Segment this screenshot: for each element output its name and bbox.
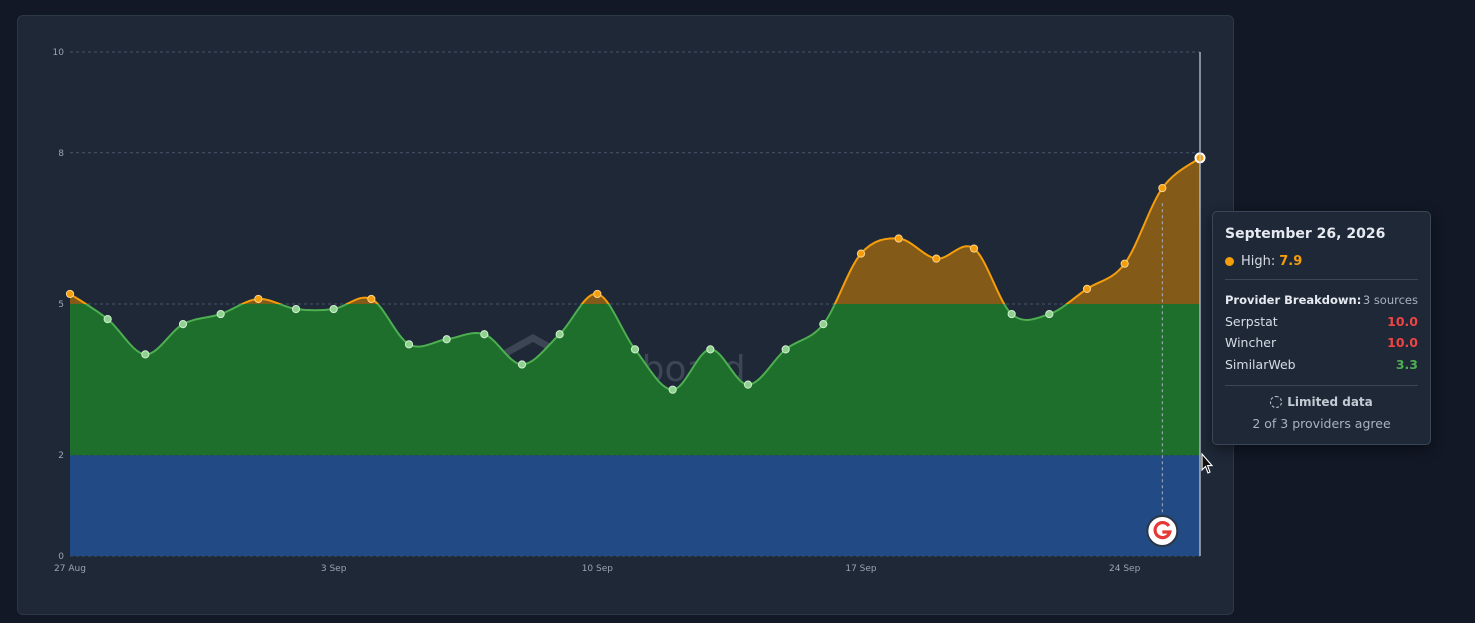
data-point[interactable] bbox=[1120, 259, 1129, 268]
band-0 bbox=[70, 455, 1200, 556]
data-point[interactable] bbox=[894, 234, 903, 243]
mouse-cursor-icon bbox=[1201, 452, 1214, 474]
data-point[interactable] bbox=[291, 304, 301, 314]
tooltip-high-label: High: bbox=[1241, 254, 1276, 269]
y-tick-label: 8 bbox=[58, 149, 64, 159]
breakdown-count: 3 sources bbox=[1362, 292, 1418, 307]
x-tick-label: 10 Sep bbox=[582, 564, 614, 574]
high-dot-icon bbox=[1225, 257, 1234, 266]
data-tooltip: September 26, 2026 High: 7.9 Provider Br… bbox=[1212, 211, 1431, 445]
data-point[interactable] bbox=[819, 320, 828, 329]
data-point[interactable] bbox=[1007, 309, 1016, 319]
dashed-circle-icon bbox=[1270, 396, 1283, 408]
tooltip-date: September 26, 2026 bbox=[1225, 226, 1386, 242]
data-point[interactable] bbox=[329, 304, 338, 314]
data-point[interactable] bbox=[141, 350, 150, 359]
data-point[interactable] bbox=[593, 289, 602, 299]
data-point[interactable] bbox=[630, 345, 640, 354]
g-letter bbox=[1153, 521, 1172, 540]
data-point[interactable] bbox=[216, 309, 225, 319]
y-tick-label: 2 bbox=[58, 451, 64, 461]
band-1 bbox=[70, 304, 1200, 456]
provider-row: SimilarWeb 3.3 bbox=[1225, 354, 1418, 376]
divider bbox=[1225, 279, 1418, 280]
y-tick-label: 5 bbox=[58, 300, 64, 310]
data-point[interactable] bbox=[404, 340, 414, 349]
tooltip-high-value: 7.9 bbox=[1279, 254, 1303, 269]
provider-name: Wincher bbox=[1225, 335, 1277, 351]
provider-row: Wincher 10.0 bbox=[1225, 332, 1418, 354]
data-point[interactable] bbox=[1158, 183, 1167, 193]
limited-data-label: Limited data bbox=[1287, 395, 1373, 409]
provider-value: 3.3 bbox=[1395, 356, 1418, 372]
band-2 bbox=[70, 157, 1200, 304]
data-point[interactable] bbox=[743, 380, 753, 389]
data-point[interactable] bbox=[442, 335, 451, 344]
data-point[interactable] bbox=[103, 315, 112, 324]
data-point[interactable] bbox=[480, 330, 489, 339]
data-point[interactable] bbox=[517, 360, 527, 369]
data-point[interactable] bbox=[178, 320, 188, 329]
provider-value: 10.0 bbox=[1387, 313, 1418, 329]
divider bbox=[1225, 385, 1418, 386]
limited-data-row: Limited data bbox=[1225, 395, 1418, 409]
y-tick-label: 0 bbox=[58, 552, 64, 562]
data-point[interactable] bbox=[65, 289, 75, 299]
breakdown-header: Provider Breakdown: 3 sources bbox=[1225, 289, 1418, 311]
x-tick-label: 24 Sep bbox=[1109, 564, 1141, 574]
data-point[interactable] bbox=[668, 385, 677, 394]
x-tick-label: 3 Sep bbox=[321, 564, 347, 574]
breakdown-title: Provider Breakdown: bbox=[1225, 292, 1362, 307]
data-point[interactable] bbox=[1045, 309, 1054, 319]
provider-name: SimilarWeb bbox=[1225, 356, 1296, 372]
data-point[interactable] bbox=[781, 345, 790, 354]
data-point[interactable] bbox=[1082, 284, 1092, 293]
data-point[interactable] bbox=[969, 244, 979, 253]
data-point[interactable] bbox=[856, 249, 866, 258]
data-point[interactable] bbox=[367, 294, 376, 304]
google-update-marker-icon[interactable] bbox=[1146, 515, 1179, 547]
data-point[interactable] bbox=[254, 294, 263, 304]
providers-agree-text: 2 of 3 providers agree bbox=[1252, 416, 1391, 431]
data-point[interactable] bbox=[706, 345, 715, 354]
provider-name: Serpstat bbox=[1225, 313, 1278, 329]
data-point[interactable] bbox=[932, 254, 941, 263]
provider-value: 10.0 bbox=[1387, 335, 1418, 351]
tooltip-high-row: High: 7.9 bbox=[1225, 254, 1418, 269]
data-point[interactable] bbox=[555, 330, 564, 339]
provider-row: Serpstat 10.0 bbox=[1225, 311, 1418, 333]
x-tick-label: 27 Aug bbox=[54, 564, 86, 574]
x-tick-label: 17 Sep bbox=[845, 564, 877, 574]
y-tick-label: 10 bbox=[53, 48, 65, 58]
